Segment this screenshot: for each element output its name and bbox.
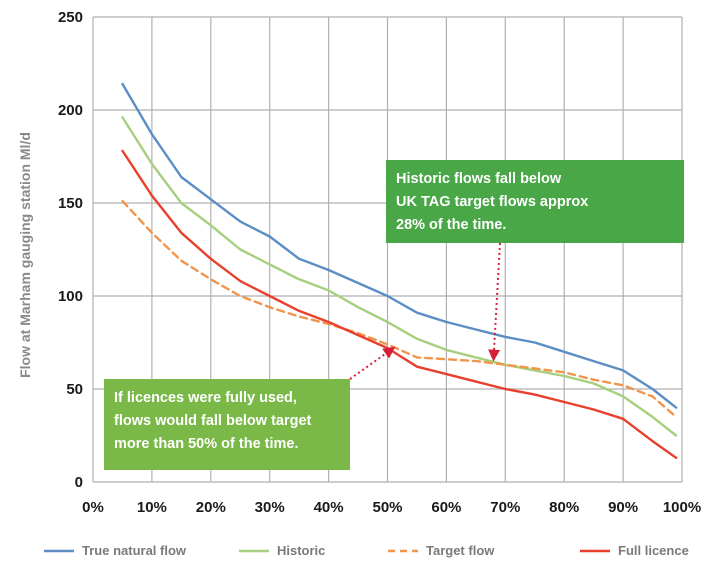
y-tick-label: 50 bbox=[66, 381, 83, 398]
legend-label: Full licence bbox=[618, 543, 689, 558]
annotation-arrow bbox=[349, 346, 396, 380]
x-tick-label: 70% bbox=[490, 499, 520, 516]
y-axis-ticks: 0 50 100 150 200 250 bbox=[58, 9, 83, 491]
legend-label: Historic bbox=[277, 543, 325, 558]
annotation-box: Historic flows fall below UK TAG target f… bbox=[386, 160, 684, 243]
annotation-text: flows would fall below target bbox=[114, 413, 312, 429]
series-line-3 bbox=[121, 149, 678, 459]
y-tick-label: 100 bbox=[58, 288, 83, 305]
series-line-2 bbox=[121, 199, 678, 419]
annotation-arrows bbox=[349, 242, 501, 380]
x-tick-label: 40% bbox=[314, 499, 344, 516]
x-tick-label: 60% bbox=[431, 499, 461, 516]
annotation-box: If licences were fully used, flows would … bbox=[104, 379, 350, 470]
annotation-text: more than 50% of the time. bbox=[114, 436, 299, 452]
y-tick-label: 250 bbox=[58, 9, 83, 26]
series-line-1 bbox=[121, 116, 678, 437]
legend: True natural flow Historic Target flow Full… bbox=[44, 543, 689, 558]
x-tick-label: 10% bbox=[137, 499, 167, 516]
y-tick-label: 200 bbox=[58, 102, 83, 119]
y-tick-label: 150 bbox=[58, 195, 83, 212]
y-axis-label: Flow at Marham gauging station Ml/d bbox=[17, 132, 33, 378]
series-line-0 bbox=[121, 82, 678, 409]
annotation-text: Historic flows fall below bbox=[396, 171, 562, 187]
x-axis-ticks: 0% 10% 20% 30% 40% 50% 60% 70% 80% 90% 100% bbox=[82, 499, 701, 516]
annotation-text: If licences were fully used, bbox=[114, 390, 297, 406]
x-tick-label: 0% bbox=[82, 499, 104, 516]
legend-label: True natural flow bbox=[82, 543, 187, 558]
annotation-text: UK TAG target flows approx bbox=[396, 194, 589, 210]
x-tick-label: 50% bbox=[372, 499, 402, 516]
annotation-text: 28% of the time. bbox=[396, 217, 507, 233]
legend-label: Target flow bbox=[426, 543, 495, 558]
x-tick-label: 100% bbox=[663, 499, 701, 516]
x-tick-label: 20% bbox=[196, 499, 226, 516]
x-tick-label: 90% bbox=[608, 499, 638, 516]
x-tick-label: 80% bbox=[549, 499, 579, 516]
y-tick-label: 0 bbox=[75, 474, 83, 491]
series-lines bbox=[121, 82, 678, 459]
x-tick-label: 30% bbox=[255, 499, 285, 516]
annotation-arrow bbox=[488, 242, 501, 362]
